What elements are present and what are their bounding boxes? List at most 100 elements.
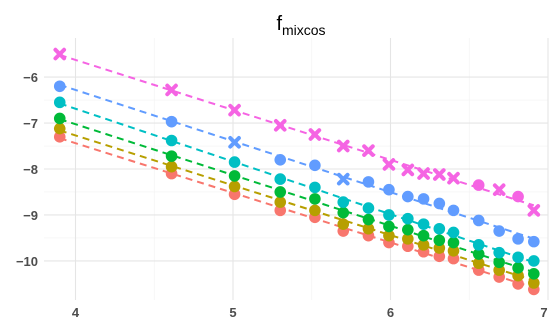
data-point xyxy=(383,220,395,233)
data-point-cross xyxy=(433,168,446,181)
data-point xyxy=(362,176,375,188)
data-point xyxy=(417,229,430,242)
regression-lines xyxy=(59,54,535,289)
cross-stroke xyxy=(447,171,460,185)
data-point xyxy=(472,257,485,270)
y-tick-label: −9 xyxy=(23,208,38,223)
x-tick-label: 5 xyxy=(229,305,236,320)
data-point xyxy=(53,80,66,93)
data-point xyxy=(274,173,287,185)
data-point xyxy=(337,206,350,219)
data-point xyxy=(472,239,485,251)
data-point xyxy=(274,196,287,208)
data-points xyxy=(53,47,541,296)
chart-title-subscript: mixcos xyxy=(282,22,326,38)
data-point xyxy=(417,239,430,251)
data-point xyxy=(447,204,460,217)
data-point xyxy=(53,112,66,125)
cross-stroke xyxy=(336,139,350,153)
data-point xyxy=(362,202,375,214)
data-point xyxy=(165,150,178,162)
data-point xyxy=(53,96,66,109)
fit-line xyxy=(59,137,535,289)
cross-stroke xyxy=(53,47,67,61)
data-point xyxy=(433,222,446,235)
data-point xyxy=(309,159,321,172)
data-point xyxy=(362,222,375,235)
data-point xyxy=(53,122,66,135)
y-tick-label: −8 xyxy=(23,162,38,177)
data-point-cross xyxy=(336,172,350,186)
data-point xyxy=(417,218,430,230)
data-point xyxy=(402,223,414,236)
data-point xyxy=(433,250,446,263)
data-point xyxy=(512,262,524,274)
data-point xyxy=(228,180,241,193)
cross-stroke xyxy=(165,83,178,97)
data-point xyxy=(383,229,395,242)
data-point xyxy=(528,268,540,280)
data-point-cross xyxy=(492,183,506,196)
data-point xyxy=(274,186,287,198)
cross-stroke xyxy=(308,128,322,141)
data-point xyxy=(512,251,524,264)
data-point xyxy=(165,134,178,147)
data-point xyxy=(417,193,430,205)
y-tick-label: −6 xyxy=(23,70,38,85)
data-point-cross xyxy=(362,144,375,157)
data-point-cross xyxy=(165,83,178,97)
data-point xyxy=(512,190,524,203)
data-point-cross xyxy=(527,204,541,217)
data-point xyxy=(447,245,460,257)
chart-title-main: f xyxy=(276,13,282,35)
grid xyxy=(44,38,549,300)
cross-stroke xyxy=(273,119,287,132)
data-point xyxy=(383,183,395,196)
cross-stroke xyxy=(417,167,430,180)
x-tick-label: 4 xyxy=(72,305,80,320)
data-point-cross xyxy=(382,158,396,171)
data-point xyxy=(493,246,505,259)
data-point xyxy=(447,226,460,239)
data-point xyxy=(309,181,321,194)
data-point xyxy=(512,233,524,245)
cross-stroke xyxy=(336,172,350,186)
chart-title: fmixcos xyxy=(276,13,325,38)
cross-stroke xyxy=(362,144,375,157)
data-point xyxy=(402,233,414,245)
cross-stroke xyxy=(401,163,415,177)
fit-line xyxy=(59,118,535,274)
data-point-cross xyxy=(228,136,241,149)
axis-tick-labels: 4 5 6 7 −6 −7 −8 −9 −10 xyxy=(16,70,548,320)
cross-stroke xyxy=(228,136,241,149)
data-point xyxy=(447,236,460,249)
cross-stroke xyxy=(228,103,241,117)
cross-stroke xyxy=(382,158,396,171)
data-point xyxy=(493,225,505,237)
data-point xyxy=(528,235,540,248)
data-point xyxy=(383,209,395,221)
data-point xyxy=(228,156,241,168)
y-tick-label: −7 xyxy=(23,116,38,131)
data-point-cross xyxy=(308,128,322,141)
data-point xyxy=(472,179,485,191)
cross-stroke xyxy=(492,183,506,196)
data-point xyxy=(337,196,350,208)
data-point xyxy=(402,190,414,203)
data-point xyxy=(53,131,66,143)
data-point-cross xyxy=(336,139,350,153)
data-point xyxy=(362,213,375,226)
x-tick-label: 7 xyxy=(540,305,547,320)
data-point xyxy=(433,197,446,210)
fit-line xyxy=(59,129,535,282)
data-point xyxy=(472,214,485,227)
data-point xyxy=(274,154,287,166)
data-point-cross xyxy=(447,171,460,185)
data-point xyxy=(493,256,505,269)
data-point xyxy=(309,193,321,205)
data-point xyxy=(402,212,414,225)
data-point xyxy=(528,255,540,267)
data-point xyxy=(512,278,524,290)
cross-stroke xyxy=(433,168,446,181)
